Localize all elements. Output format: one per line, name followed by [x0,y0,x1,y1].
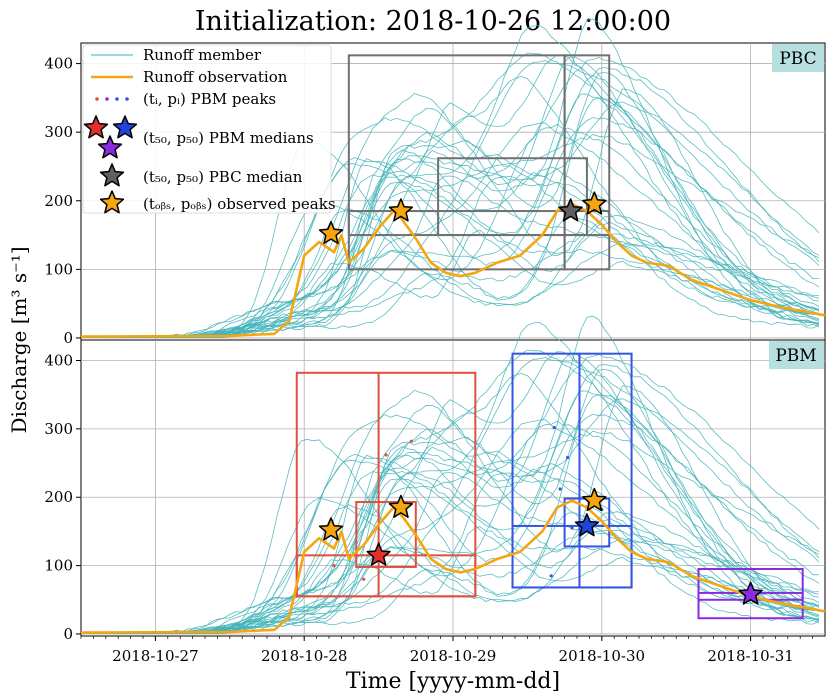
legend-item: Runoff observation [91,68,288,86]
y-tick-label: 300 [44,420,73,438]
observation-line [80,202,826,338]
legend-dot [125,97,129,101]
member-line [80,321,820,634]
legend-star-purple [97,135,123,159]
y-axis-label: Discharge [m³ s⁻¹] [7,246,31,433]
member-line [80,56,820,338]
box [563,54,611,271]
panel-pbc-stars [318,191,607,245]
legend-label: (tₒᵦₛ, pₒᵦₛ) observed peaks [143,195,336,213]
legend-star [99,163,125,187]
legend-item: (tᵢ, pᵢ) PBM peaks [95,90,276,108]
panel-pbm-observation [80,499,826,634]
star-marker [582,487,607,512]
legend-star [99,190,125,214]
panel-pbc-label-bg [772,44,824,72]
legend-star-blue [112,115,138,139]
y-tick-label: 200 [44,192,73,210]
chart-title: Initialization: 2018-10-26 12:00:00 [195,6,671,37]
y-tick-label: 0 [63,329,73,347]
pbm-peak-dot [549,574,553,578]
legend-label: (tᵢ, pᵢ) PBM peaks [143,90,276,108]
panel-pbm-yticks: 0 100 200 300 400 [44,352,81,643]
legend: Runoff member Runoff observation (tᵢ, pᵢ) … [82,44,336,214]
star-marker [738,581,763,605]
panel-pbc-observation [80,202,826,338]
panel-pbm-label-bg [769,341,824,369]
panel-pbm-label: PBM [775,346,816,366]
pbm-peak-dot [565,455,570,460]
panel-pbm-stars [318,487,763,605]
y-tick-label: 400 [44,352,73,370]
box [437,157,588,237]
star-marker [318,220,344,245]
pbm-peak-dot [332,563,336,568]
pbm-peak-dot [570,526,574,530]
box [511,524,633,589]
panel-pbm-xticks: 2018-10-27 2018-10-28 2018-10-29 2018-10-30… [80,636,813,665]
member-line [81,504,820,634]
star-marker [388,198,414,222]
legend-dot [105,97,109,101]
legend-label: Runoff member [143,46,262,64]
pbm-peak-dot [558,487,562,491]
legend-item: (t₅₀, p₅₀) PBC median [99,163,303,187]
star-marker [582,191,607,215]
y-tick-label: 200 [44,488,73,506]
legend-item: (t₅₀, p₅₀) PBM medians [83,115,314,159]
panel-pbc-label: PBC [779,49,816,69]
x-tick-label: 2018-10-27 [112,647,198,665]
member-line [80,24,820,338]
pbm-peak-dot [384,453,388,457]
y-tick-label: 300 [44,123,73,141]
star-marker [574,513,600,537]
star-marker [318,517,344,541]
member-line [81,446,820,634]
y-tick-label: 100 [44,260,73,278]
y-tick-label: 0 [63,625,73,643]
legend-label: Runoff observation [143,68,288,86]
panel-pbc-yticks: 0 100 200 300 400 [44,55,81,347]
legend-label: (t₅₀, p₅₀) PBM medians [143,129,314,147]
member-line [81,150,820,338]
star-marker [558,198,583,222]
x-axis-label: Time [yyyy-mm-dd] [346,669,560,694]
star-marker [388,494,414,518]
observation-line [80,499,826,634]
legend-frame [82,44,332,214]
y-tick-label: 400 [44,55,73,73]
pbm-peak-dot [409,439,413,443]
legend-item: Runoff member [91,46,262,64]
legend-star-red [83,115,109,139]
member-line [81,207,820,338]
x-tick-label: 2018-10-31 [707,647,793,665]
star-marker [366,542,391,566]
legend-label: (t₅₀, p₅₀) PBC median [143,168,303,186]
y-tick-label: 100 [44,557,73,575]
x-tick-label: 2018-10-28 [261,647,347,665]
legend-item: (tₒᵦₛ, pₒᵦₛ) observed peaks [99,190,336,214]
panel-pbc-boxes [347,54,611,271]
pbm-peak-dot [362,577,366,581]
legend-dot [95,97,99,101]
legend-dot [115,97,119,101]
x-tick-label: 2018-10-30 [559,647,645,665]
x-tick-label: 2018-10-29 [410,647,496,665]
pbm-peak-dot [552,425,556,430]
